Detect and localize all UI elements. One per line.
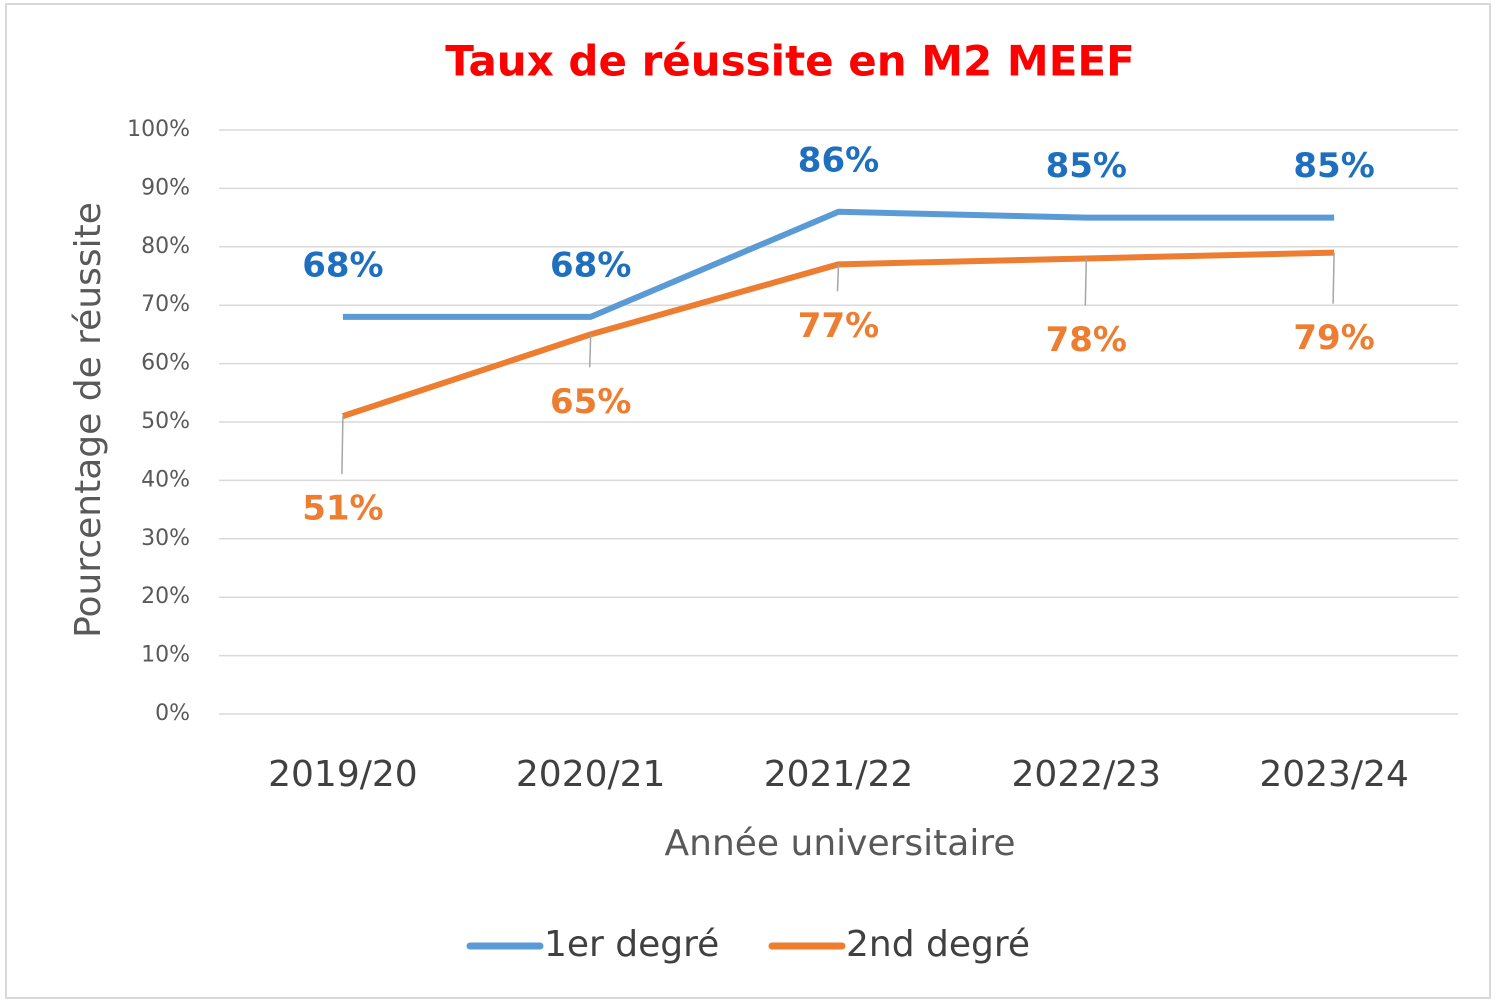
y-tick-label: 90% — [141, 175, 190, 200]
legend-label: 2nd degré — [846, 924, 1030, 965]
x-tick-label: 2023/24 — [1259, 754, 1409, 795]
y-tick-label: 70% — [141, 292, 190, 317]
series-line — [342, 208, 1335, 320]
data-label: 86% — [798, 140, 879, 180]
x-tick-label: 2020/21 — [516, 754, 666, 795]
x-tick-label: 2021/22 — [764, 754, 914, 795]
x-tick-label: 2022/23 — [1012, 754, 1162, 795]
y-tick-label: 80% — [141, 234, 190, 259]
leader-line — [588, 334, 592, 368]
leader-line — [1332, 252, 1335, 304]
leader-line — [1084, 258, 1088, 306]
data-label: 68% — [550, 245, 631, 285]
y-tick-label: 10% — [141, 643, 190, 668]
y-tick-label: 60% — [141, 351, 190, 376]
y-tick-label: 20% — [141, 584, 190, 609]
x-tick-label: 2019/20 — [268, 754, 418, 795]
data-label: 65% — [550, 382, 631, 422]
leader-line — [341, 416, 344, 475]
data-label: 85% — [1293, 146, 1374, 186]
y-tick-label: 50% — [141, 409, 190, 434]
y-tick-label: 30% — [141, 526, 190, 551]
y-tick-label: 100% — [127, 117, 190, 142]
x-axis-title: Année universitaire — [665, 823, 1016, 864]
data-label: 79% — [1293, 318, 1374, 358]
data-label: 51% — [302, 489, 383, 529]
data-label: 68% — [302, 245, 383, 285]
data-label: 78% — [1046, 320, 1127, 360]
data-label: 85% — [1046, 146, 1127, 186]
y-axis-title: Pourcentage de réussite — [68, 202, 109, 638]
leader-line — [836, 264, 840, 292]
y-tick-label: 0% — [155, 701, 190, 726]
data-label: 77% — [798, 306, 879, 346]
y-tick-label: 40% — [141, 467, 190, 492]
legend-label: 1er degré — [544, 924, 719, 965]
chart-title: Taux de réussite en M2 MEEF — [445, 37, 1135, 86]
chart-border — [5, 3, 1491, 999]
